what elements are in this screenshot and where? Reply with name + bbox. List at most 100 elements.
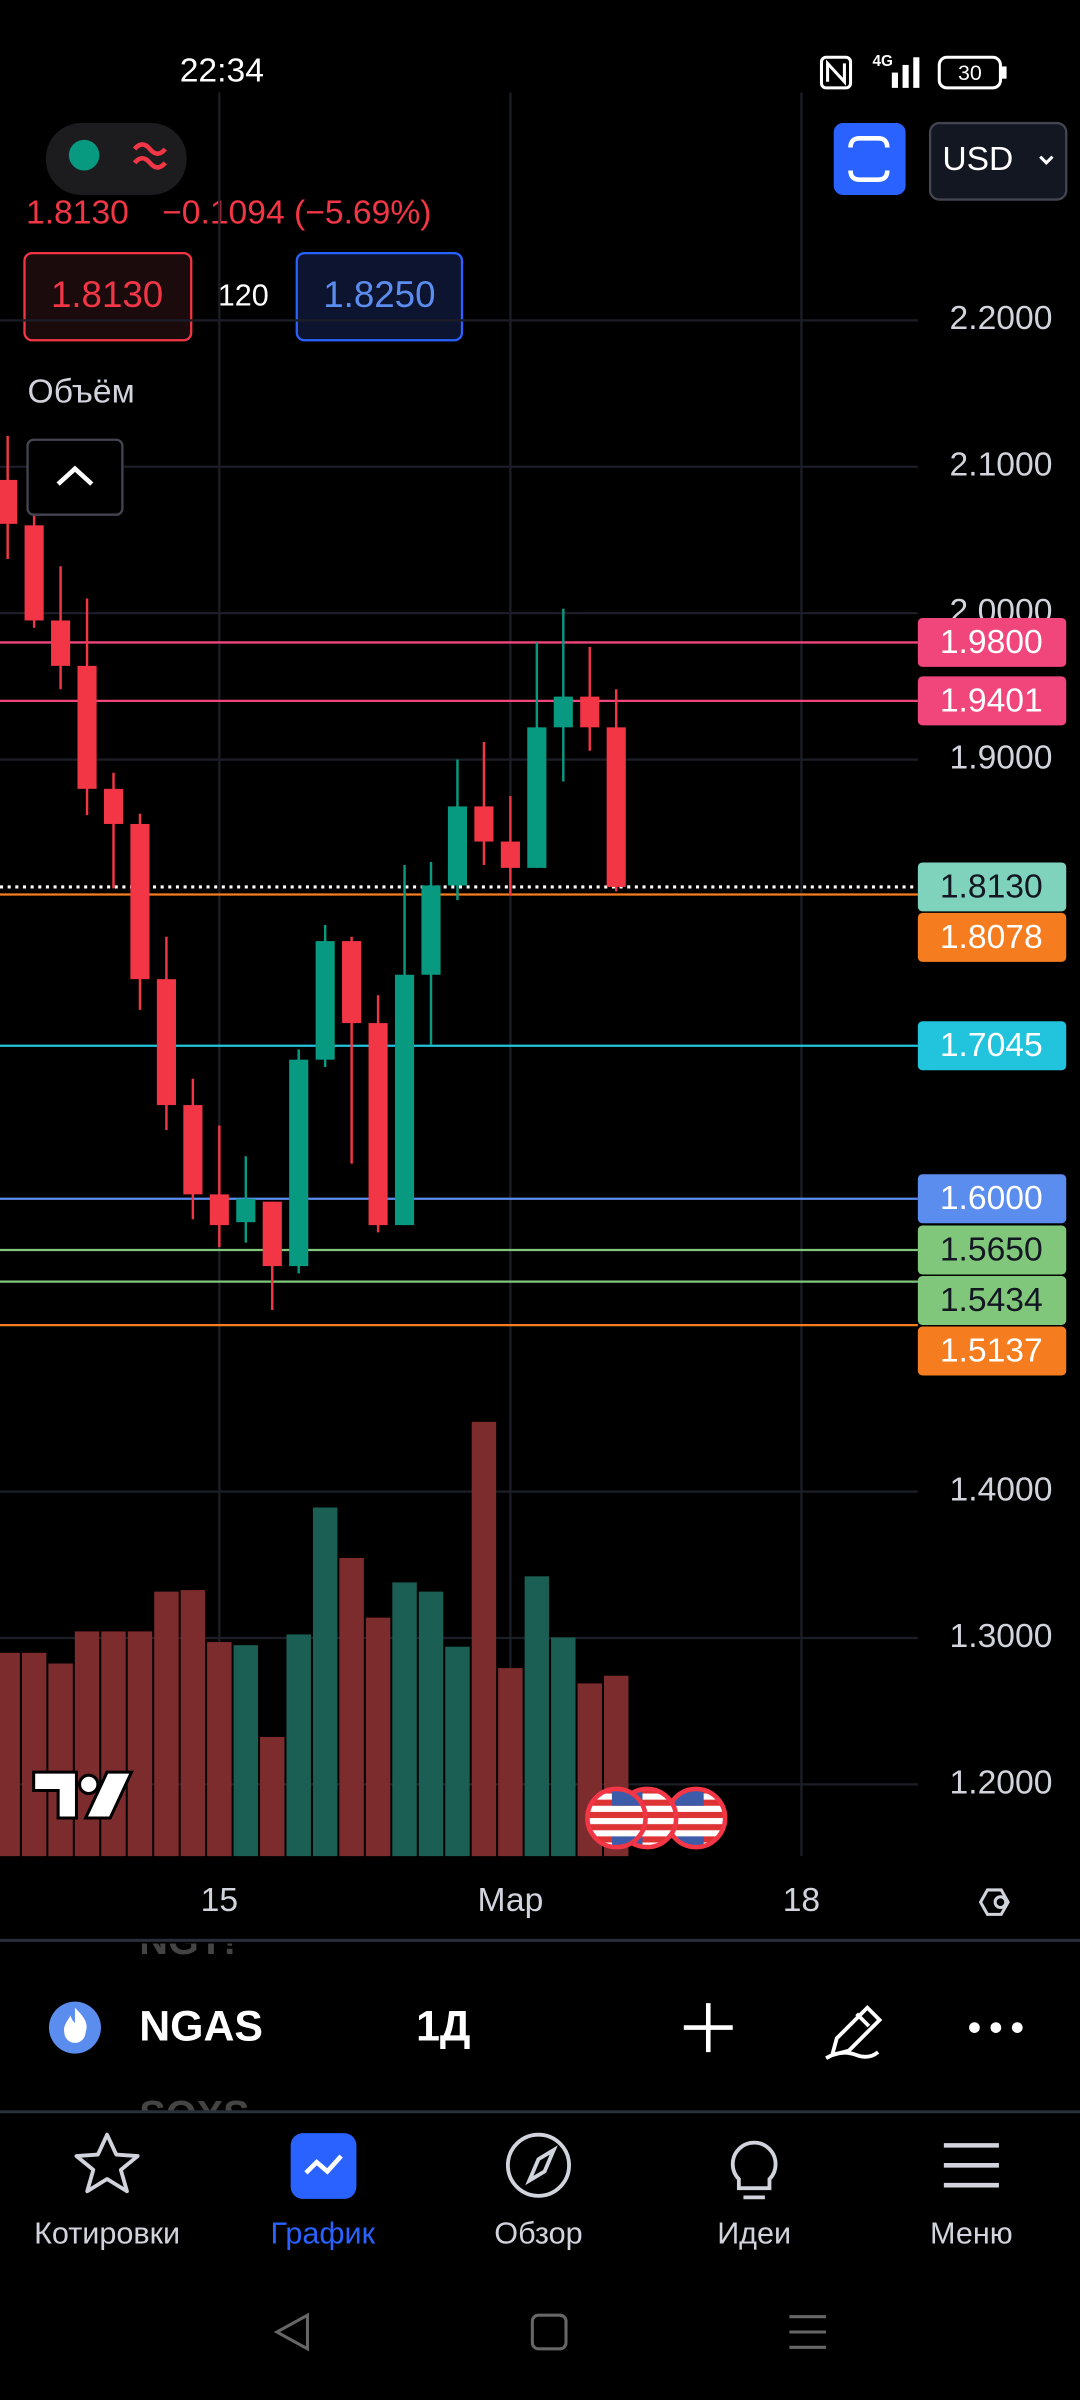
indicator-pill[interactable] <box>45 123 187 195</box>
sell-button[interactable] <box>23 251 193 342</box>
volume-bar <box>445 1646 470 1857</box>
system-home[interactable] <box>530 2313 568 2351</box>
volume-bar <box>498 1668 523 1857</box>
more-button[interactable] <box>969 2022 1023 2033</box>
candle-body <box>183 1105 203 1195</box>
market-status-dot <box>68 139 100 171</box>
currency-select[interactable] <box>928 121 1068 201</box>
volume-bar <box>48 1663 73 1857</box>
interval[interactable]: 1Д <box>416 2002 470 2050</box>
prev-symbol[interactable]: NGT! <box>139 1919 236 1963</box>
x-tick-label: 18 <box>783 1882 820 1919</box>
nav-label[interactable]: Меню <box>930 2217 1013 2251</box>
volume-bar <box>101 1631 126 1857</box>
candle-body <box>262 1201 282 1267</box>
dot <box>1011 2022 1023 2033</box>
status-icons: 4G 30 <box>819 53 1007 90</box>
system-back[interactable] <box>273 2312 310 2352</box>
volatility-icon <box>132 142 167 170</box>
quotes-icon[interactable] <box>74 2132 140 2194</box>
price-tag-label: 1.5650 <box>940 1231 1043 1268</box>
volume-bar <box>392 1582 417 1857</box>
price-tag <box>917 1225 1067 1275</box>
settings-icon-center <box>993 1895 1008 1910</box>
price-tag <box>917 912 1067 962</box>
volume-bar <box>312 1507 338 1857</box>
candle-body <box>394 974 415 1226</box>
candle-body <box>24 525 44 621</box>
draw-button[interactable] <box>825 2005 883 2060</box>
volume-legend: Объём <box>28 374 135 411</box>
battery-level: 30 <box>958 61 982 85</box>
spread: 120 <box>218 279 269 313</box>
chart <box>0 92 918 1857</box>
price-tag-label: 1.9800 <box>940 624 1043 661</box>
y-tick-label: 1.9000 <box>950 739 1053 776</box>
price-tag <box>917 617 1067 667</box>
signal-bar <box>913 57 920 88</box>
candle-body <box>606 727 626 887</box>
candle-body <box>500 841 520 868</box>
event-flags[interactable] <box>585 1786 728 1850</box>
nav-label[interactable]: Котировки <box>34 2217 180 2251</box>
nfc-letter <box>826 59 846 86</box>
symbol[interactable]: NGAS <box>139 2002 263 2050</box>
settings-icon[interactable] <box>978 1888 1010 1916</box>
buy-price: 1.8250 <box>323 274 435 315</box>
nfc-icon <box>819 55 853 90</box>
volume-bar <box>180 1590 206 1857</box>
fullscreen-button[interactable] <box>833 123 906 195</box>
volume-bar <box>365 1617 391 1857</box>
candle-body <box>236 1198 256 1223</box>
ideas-icon[interactable] <box>730 2140 778 2200</box>
price-tag-label: 1.6000 <box>940 1180 1043 1217</box>
nav-label[interactable]: Идеи <box>717 2217 791 2251</box>
candle-body <box>289 1059 309 1267</box>
last-price: 1.8130 <box>26 195 129 232</box>
volume-bar <box>551 1637 576 1857</box>
nav-label[interactable]: Обзор <box>494 2217 582 2251</box>
volume-bar <box>418 1591 444 1857</box>
candle-body <box>209 1194 229 1226</box>
symbol-scroller: NGT! SOXS <box>139 1919 250 2137</box>
buy-button[interactable] <box>295 251 464 342</box>
explore-icon[interactable] <box>505 2132 571 2198</box>
volume-bar <box>260 1736 285 1857</box>
collapse-button[interactable] <box>26 438 124 516</box>
chart-tab-icon <box>304 2154 343 2175</box>
chart-overlay: 15 Мар 182.20002.10002.00001.90001.40001.3… <box>201 300 1067 1919</box>
y-tick-label: 2.2000 <box>950 300 1053 337</box>
volume-bar <box>74 1631 100 1857</box>
battery <box>937 55 1002 90</box>
price-tag-label: 1.5434 <box>940 1282 1043 1319</box>
y-tick-label: 2.1000 <box>950 447 1053 484</box>
price-tag-label: 1.5137 <box>940 1332 1043 1369</box>
event-flag[interactable] <box>585 1786 648 1850</box>
candle-body <box>553 696 573 728</box>
compass-needle <box>525 2145 558 2186</box>
signal-bar <box>902 64 909 88</box>
currency-label: USD <box>942 141 1013 178</box>
logo-part <box>32 1770 79 1820</box>
add-button[interactable] <box>683 2003 733 2053</box>
price-tag-label: 1.7045 <box>940 1027 1043 1064</box>
volume-bar <box>0 1652 20 1857</box>
volume-bar <box>154 1591 179 1857</box>
nav-labels: Котировки График Обзор Идеи Меню <box>34 2217 1013 2251</box>
volume-bar <box>339 1557 364 1857</box>
system-recents[interactable] <box>789 2315 827 2349</box>
x-tick-label: 15 <box>201 1882 238 1919</box>
volume-bar <box>233 1645 259 1857</box>
nav-label[interactable]: График <box>271 2217 376 2251</box>
logo-part <box>83 1770 134 1820</box>
clock: 22:34 <box>180 52 264 89</box>
candle-body <box>130 823 150 980</box>
price-tag-label: 1.9401 <box>940 682 1043 719</box>
logo-part <box>78 1773 100 1796</box>
menu-icon[interactable] <box>943 2143 999 2188</box>
price-change: −0.1094 (−5.69%) <box>162 195 431 232</box>
price-tag <box>917 862 1067 912</box>
next-symbol[interactable]: SOXS <box>139 2093 250 2137</box>
